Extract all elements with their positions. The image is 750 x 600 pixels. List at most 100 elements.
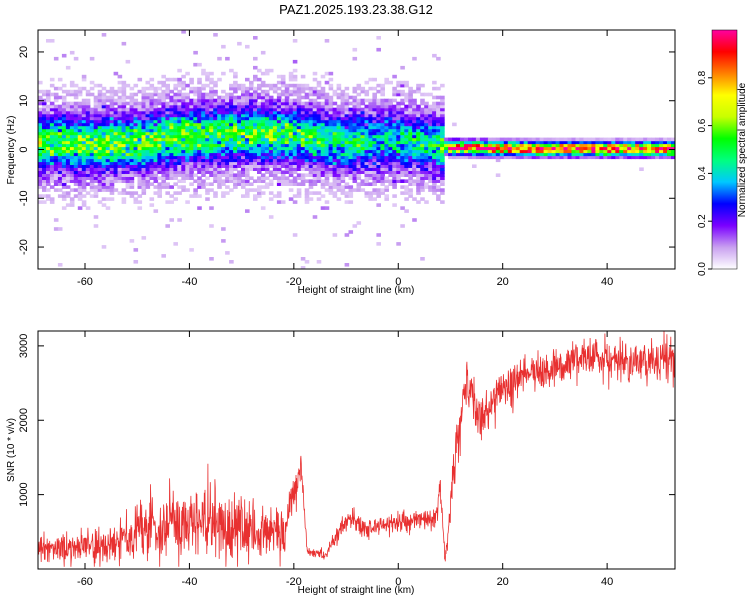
heatmap-cell — [73, 143, 79, 148]
heatmap-cell — [280, 92, 286, 97]
heatmap-cell — [233, 143, 238, 148]
heatmap-cell — [352, 113, 358, 118]
heatmap-cell — [356, 173, 362, 177]
heatmap-cell — [149, 86, 155, 91]
heatmap-cell — [396, 155, 401, 160]
heatmap-cell — [129, 164, 135, 168]
heatmap-cell — [284, 116, 290, 121]
heatmap-cell — [57, 194, 63, 198]
heatmap-cell — [73, 113, 79, 118]
heatmap-cell — [392, 185, 397, 189]
heatmap-cell — [292, 143, 298, 148]
spectrogram-x-label: Height of straight line (km) — [298, 285, 415, 296]
heatmap-cell — [121, 143, 127, 148]
heatmap-cell — [440, 143, 445, 148]
heatmap-cell — [77, 137, 83, 142]
heatmap-cell — [201, 125, 206, 130]
heatmap-cell — [440, 155, 445, 160]
heatmap-cell — [543, 143, 549, 148]
heatmap-cell — [264, 89, 270, 94]
heatmap-cell — [448, 146, 453, 151]
heatmap-cell — [209, 98, 214, 103]
heatmap-cell — [181, 170, 186, 174]
heatmap-cell — [197, 167, 202, 171]
heatmap-cell — [428, 122, 433, 127]
heatmap-cell — [288, 98, 294, 103]
heatmap-cell — [189, 116, 194, 121]
heatmap-cell — [671, 149, 675, 154]
heatmap-cell — [284, 152, 290, 157]
heatmap-cell — [272, 98, 278, 103]
heatmap-cell — [169, 77, 174, 82]
heatmap-cell — [69, 176, 75, 180]
heatmap-cell — [495, 149, 501, 154]
heatmap-cell — [324, 119, 330, 124]
heatmap-cell — [249, 155, 254, 160]
heatmap-cell — [404, 134, 409, 139]
heatmap-cell — [213, 83, 218, 88]
heatmap-cell — [61, 83, 67, 88]
heatmap-cell — [260, 206, 266, 210]
heatmap-cell — [519, 146, 525, 151]
heatmap-cell — [245, 167, 250, 171]
heatmap-cell — [300, 182, 306, 186]
heatmap-cell — [292, 110, 298, 115]
heatmap-cell — [495, 152, 501, 157]
heatmap-cell — [217, 170, 222, 174]
heatmap-cell — [129, 122, 135, 127]
heatmap-cell — [177, 164, 182, 168]
heatmap-cell — [65, 119, 71, 124]
heatmap-cell — [245, 86, 250, 91]
heatmap-cell — [73, 176, 79, 180]
heatmap-cell — [296, 134, 302, 139]
heatmap-cell — [332, 170, 338, 174]
heatmap-cell — [133, 92, 139, 97]
heatmap-cell — [511, 143, 517, 148]
heatmap-cell — [368, 107, 373, 112]
heatmap-cell — [213, 131, 218, 136]
heatmap-cell — [352, 125, 358, 130]
heatmap-cell — [340, 134, 346, 139]
heatmap-cell — [328, 155, 334, 160]
heatmap-cell — [77, 128, 83, 133]
heatmap-cell — [276, 191, 282, 195]
heatmap-cell — [69, 83, 75, 88]
heatmap-cell — [141, 164, 147, 168]
heatmap-cell — [440, 101, 445, 106]
heatmap-cell — [125, 146, 131, 151]
heatmap-cell — [424, 116, 429, 121]
heatmap-cell — [400, 128, 405, 133]
heatmap-cell — [328, 185, 334, 189]
heatmap-cell — [141, 182, 147, 186]
heatmap-cell — [599, 137, 604, 142]
heatmap-cell — [312, 143, 318, 148]
heatmap-cell — [284, 122, 290, 127]
heatmap-cell — [125, 164, 131, 168]
heatmap-cell — [404, 131, 409, 136]
heatmap-cell — [424, 128, 429, 133]
heatmap-cell — [320, 86, 326, 91]
heatmap-cell — [129, 110, 135, 115]
heatmap-cell — [125, 113, 131, 118]
heatmap-cell — [117, 128, 123, 133]
heatmap-cell — [300, 83, 306, 88]
heatmap-cell — [364, 161, 370, 165]
heatmap-cell — [213, 161, 218, 165]
heatmap-cell — [432, 53, 437, 58]
heatmap-cell — [205, 182, 210, 186]
heatmap-cell — [364, 110, 370, 115]
heatmap-cell — [197, 137, 202, 142]
heatmap-cell — [249, 107, 254, 112]
heatmap-cell — [272, 107, 278, 112]
heatmap-cell — [491, 149, 497, 154]
heatmap-cell — [268, 131, 274, 136]
heatmap-cell — [284, 182, 290, 186]
heatmap-cell — [149, 119, 155, 124]
heatmap-cell — [436, 104, 441, 109]
heatmap-cell — [81, 86, 87, 91]
heatmap-cell — [153, 170, 159, 174]
heatmap-cell — [77, 155, 83, 160]
heatmap-cell — [257, 164, 262, 168]
heatmap-cell — [388, 179, 393, 183]
heatmap-cell — [440, 176, 445, 180]
